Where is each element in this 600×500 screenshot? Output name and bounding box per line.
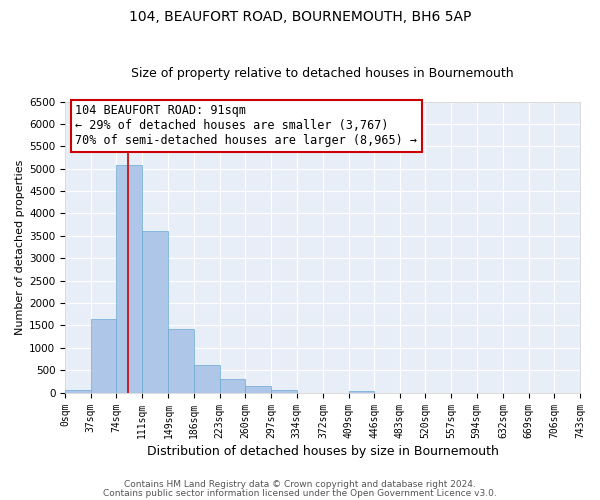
Title: Size of property relative to detached houses in Bournemouth: Size of property relative to detached ho… xyxy=(131,66,514,80)
Bar xyxy=(65,390,91,392)
Bar xyxy=(220,378,245,392)
Text: Contains public sector information licensed under the Open Government Licence v3: Contains public sector information licen… xyxy=(103,488,497,498)
Bar xyxy=(194,365,220,392)
Bar xyxy=(116,165,142,392)
Bar xyxy=(271,390,296,392)
Bar xyxy=(91,318,116,392)
Bar xyxy=(142,232,169,392)
X-axis label: Distribution of detached houses by size in Bournemouth: Distribution of detached houses by size … xyxy=(146,444,499,458)
Bar xyxy=(169,328,194,392)
Bar xyxy=(245,386,271,392)
Text: 104, BEAUFORT ROAD, BOURNEMOUTH, BH6 5AP: 104, BEAUFORT ROAD, BOURNEMOUTH, BH6 5AP xyxy=(129,10,471,24)
Bar xyxy=(349,391,374,392)
Text: Contains HM Land Registry data © Crown copyright and database right 2024.: Contains HM Land Registry data © Crown c… xyxy=(124,480,476,489)
Text: 104 BEAUFORT ROAD: 91sqm
← 29% of detached houses are smaller (3,767)
70% of sem: 104 BEAUFORT ROAD: 91sqm ← 29% of detach… xyxy=(76,104,418,148)
Y-axis label: Number of detached properties: Number of detached properties xyxy=(15,160,25,334)
